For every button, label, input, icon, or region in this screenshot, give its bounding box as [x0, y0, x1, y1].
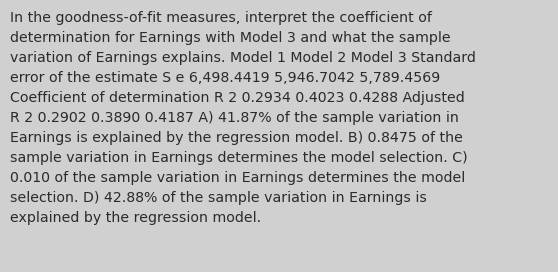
Text: In the goodness-of-fit measures, interpret the coefficient of
determination for : In the goodness-of-fit measures, interpr… [10, 11, 476, 225]
